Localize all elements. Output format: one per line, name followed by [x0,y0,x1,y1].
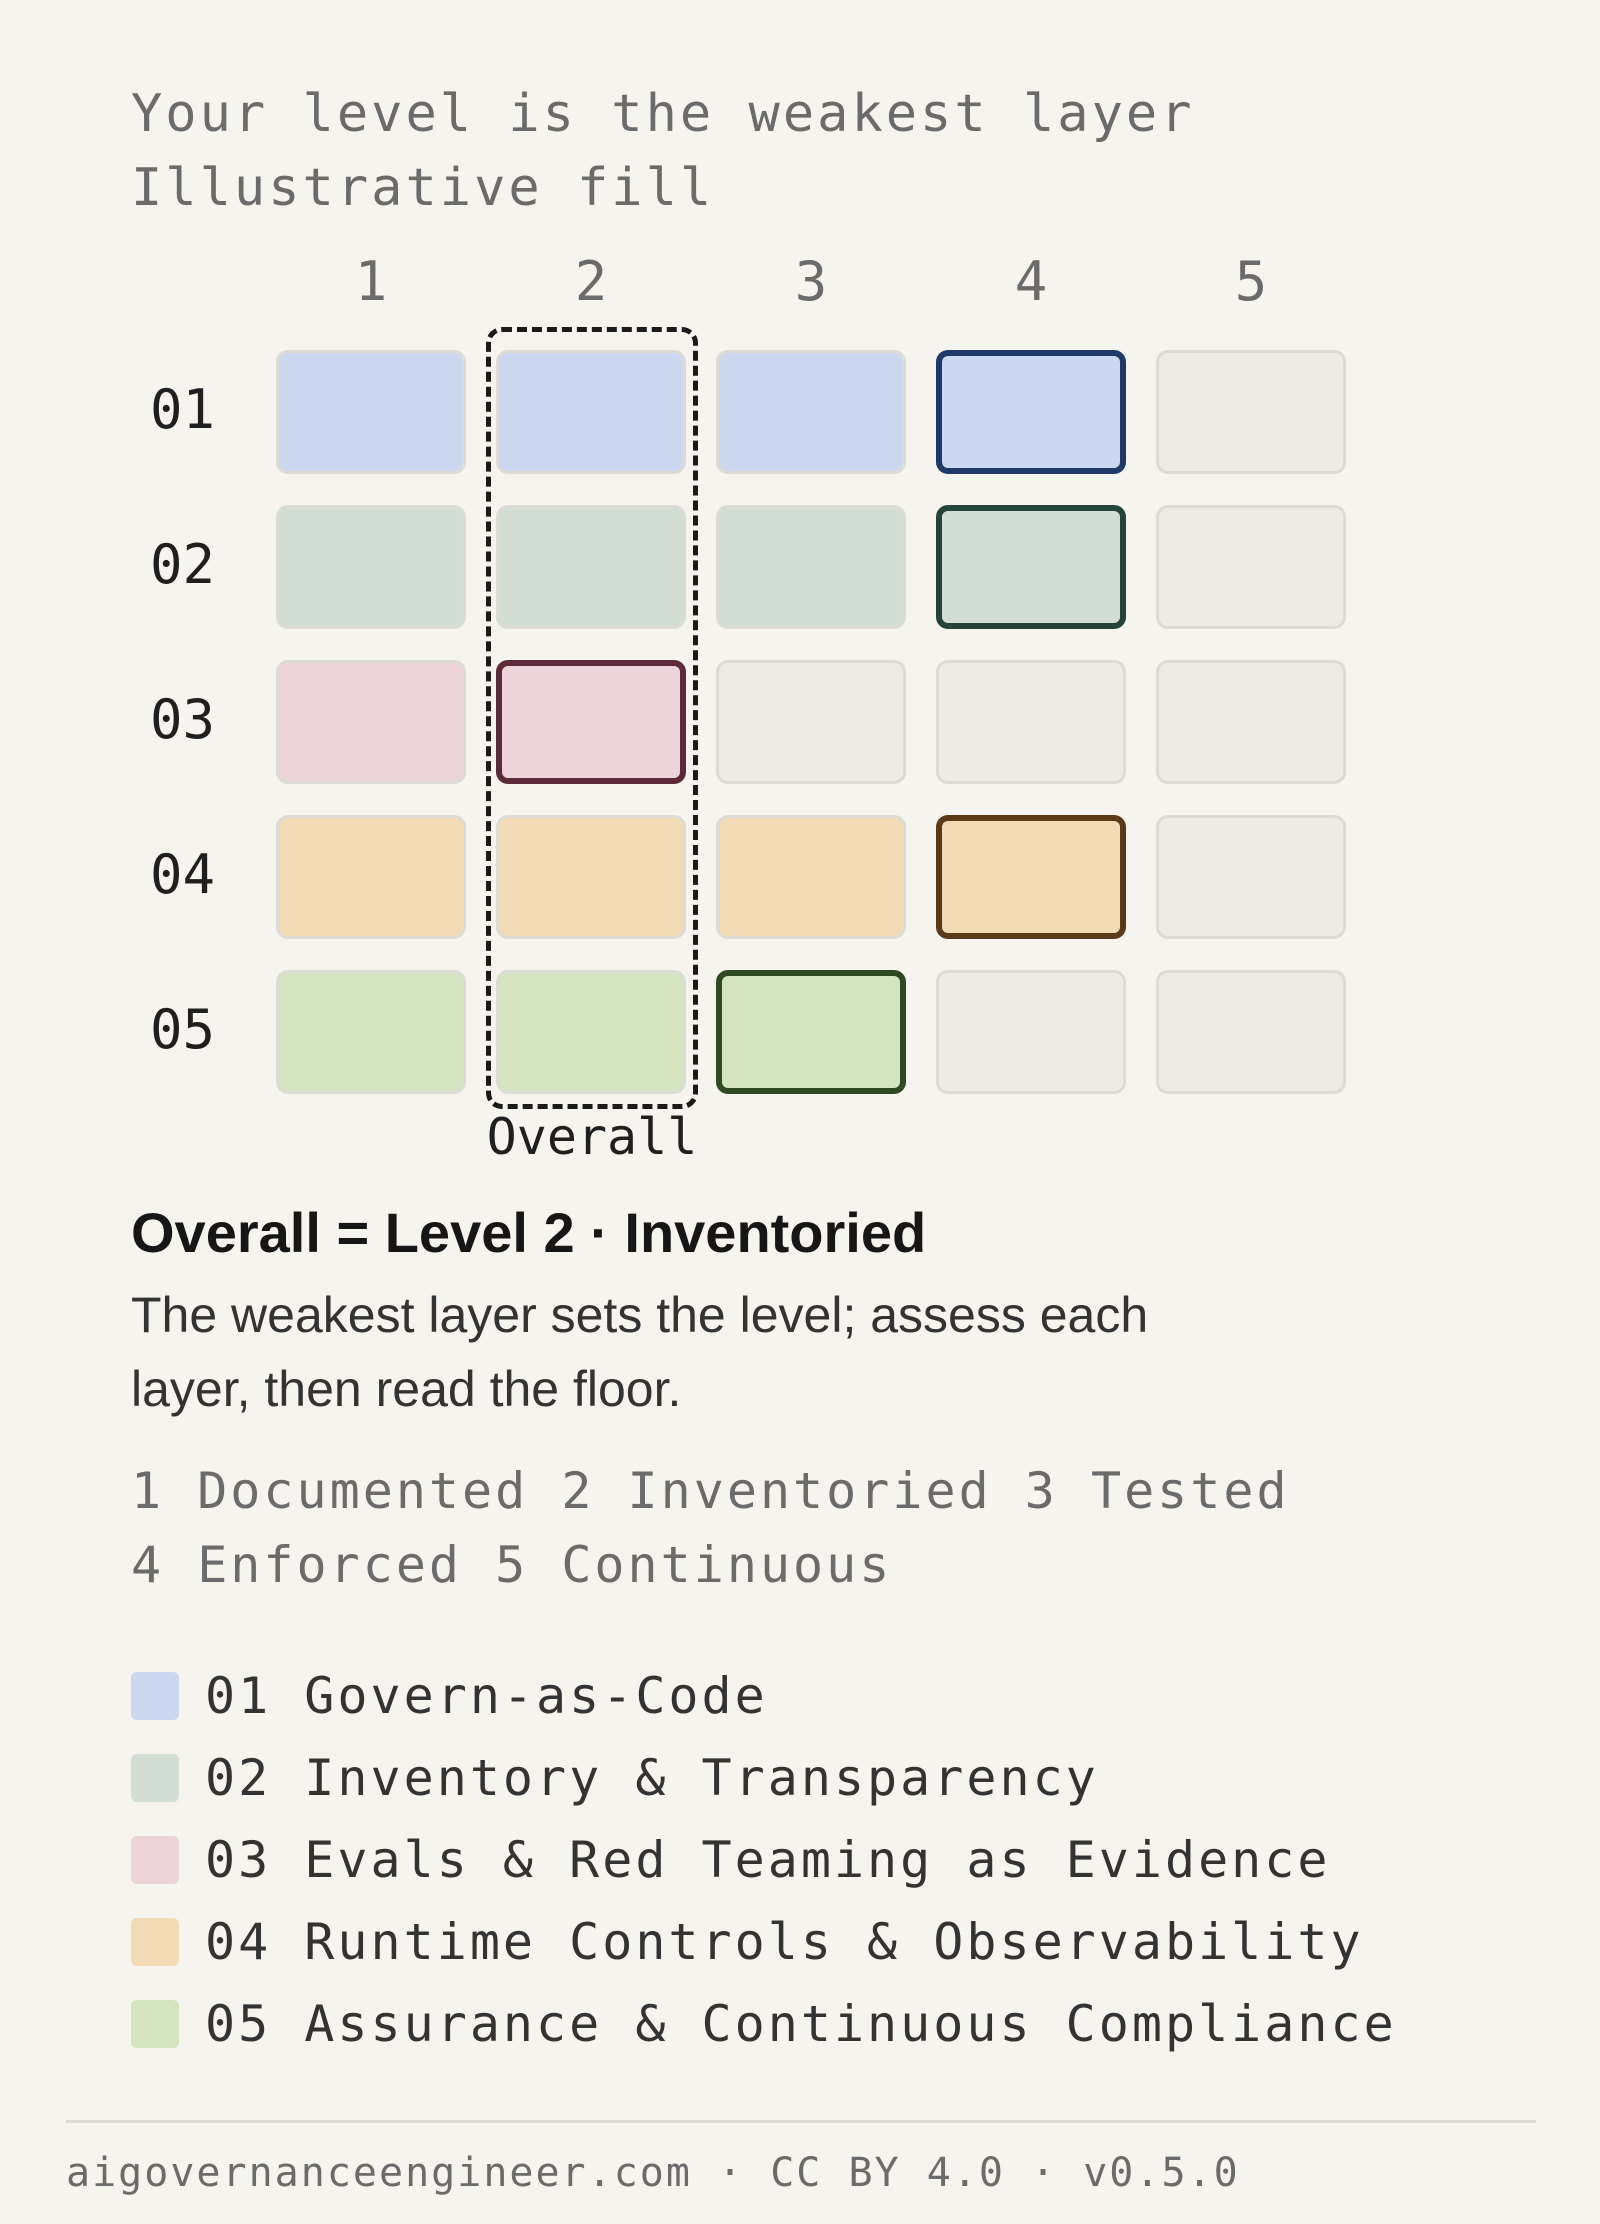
legend-item: 04 Runtime Controls & Observability [131,1912,1364,1972]
legend-label: 04 Runtime Controls & Observability [205,1913,1364,1971]
legend-swatch [131,1672,179,1720]
matrix-cell-04-3 [716,815,906,939]
matrix-cell-05-1 [276,970,466,1094]
matrix-cell-03-2 [496,660,686,784]
matrix-cell-05-5 [1156,970,1346,1094]
matrix-cell-02-2 [496,505,686,629]
matrix-cell-02-4 [936,505,1126,629]
matrix-cell-03-1 [276,660,466,784]
legend-label: 03 Evals & Red Teaming as Evidence [205,1831,1331,1889]
legend-label: 01 Govern-as-Code [205,1667,768,1725]
summary-title: Overall = Level 2 · Inventoried [131,1201,927,1264]
row-label-05: 05 [150,998,216,1061]
legend-swatch [131,1918,179,1966]
row-label-03: 03 [150,688,216,751]
matrix-cell-05-4 [936,970,1126,1094]
legend-label: 05 Assurance & Continuous Compliance [205,1995,1397,2053]
legend-item: 02 Inventory & Transparency [131,1748,1099,1808]
matrix-cell-01-5 [1156,350,1346,474]
level-key-line-2: 4 Enforced 5 Continuous [131,1536,893,1594]
legend-item: 03 Evals & Red Teaming as Evidence [131,1830,1331,1890]
row-label-01: 01 [150,378,216,441]
legend-item: 01 Govern-as-Code [131,1666,768,1726]
legend-swatch [131,1754,179,1802]
footer-text: aigovernanceengineer.com · CC BY 4.0 · v… [66,2150,1240,2196]
matrix-cell-03-4 [936,660,1126,784]
matrix-cell-04-2 [496,815,686,939]
matrix-cell-04-1 [276,815,466,939]
chart-title: Your level is the weakest layer [131,84,1195,144]
matrix-cell-01-2 [496,350,686,474]
legend-swatch [131,2000,179,2048]
level-key-line-1: 1 Documented 2 Inventoried 3 Tested [131,1462,1290,1520]
matrix-cell-01-3 [716,350,906,474]
matrix-cell-01-4 [936,350,1126,474]
overall-label: Overall [486,1108,698,1166]
matrix-cell-02-3 [716,505,906,629]
column-label-3: 3 [794,250,828,313]
footer-divider [66,2120,1536,2123]
column-label-2: 2 [574,250,608,313]
matrix-cell-02-5 [1156,505,1346,629]
matrix-cell-04-5 [1156,815,1346,939]
matrix-cell-03-5 [1156,660,1346,784]
column-label-4: 4 [1014,250,1048,313]
matrix-cell-05-3 [716,970,906,1094]
matrix-cell-02-1 [276,505,466,629]
matrix-cell-03-3 [716,660,906,784]
overall-column-highlight [486,327,698,1109]
column-label-5: 5 [1234,250,1268,313]
column-label-1: 1 [354,250,388,313]
summary-description: The weakest layer sets the level; assess… [131,1287,1149,1417]
row-label-02: 02 [150,533,216,596]
chart-subtitle: Illustrative fill [131,158,715,218]
legend-swatch [131,1836,179,1884]
row-label-04: 04 [150,843,216,906]
matrix-cell-04-4 [936,815,1126,939]
legend-label: 02 Inventory & Transparency [205,1749,1099,1807]
matrix-cell-01-1 [276,350,466,474]
legend-item: 05 Assurance & Continuous Compliance [131,1994,1397,2054]
matrix-cell-05-2 [496,970,686,1094]
